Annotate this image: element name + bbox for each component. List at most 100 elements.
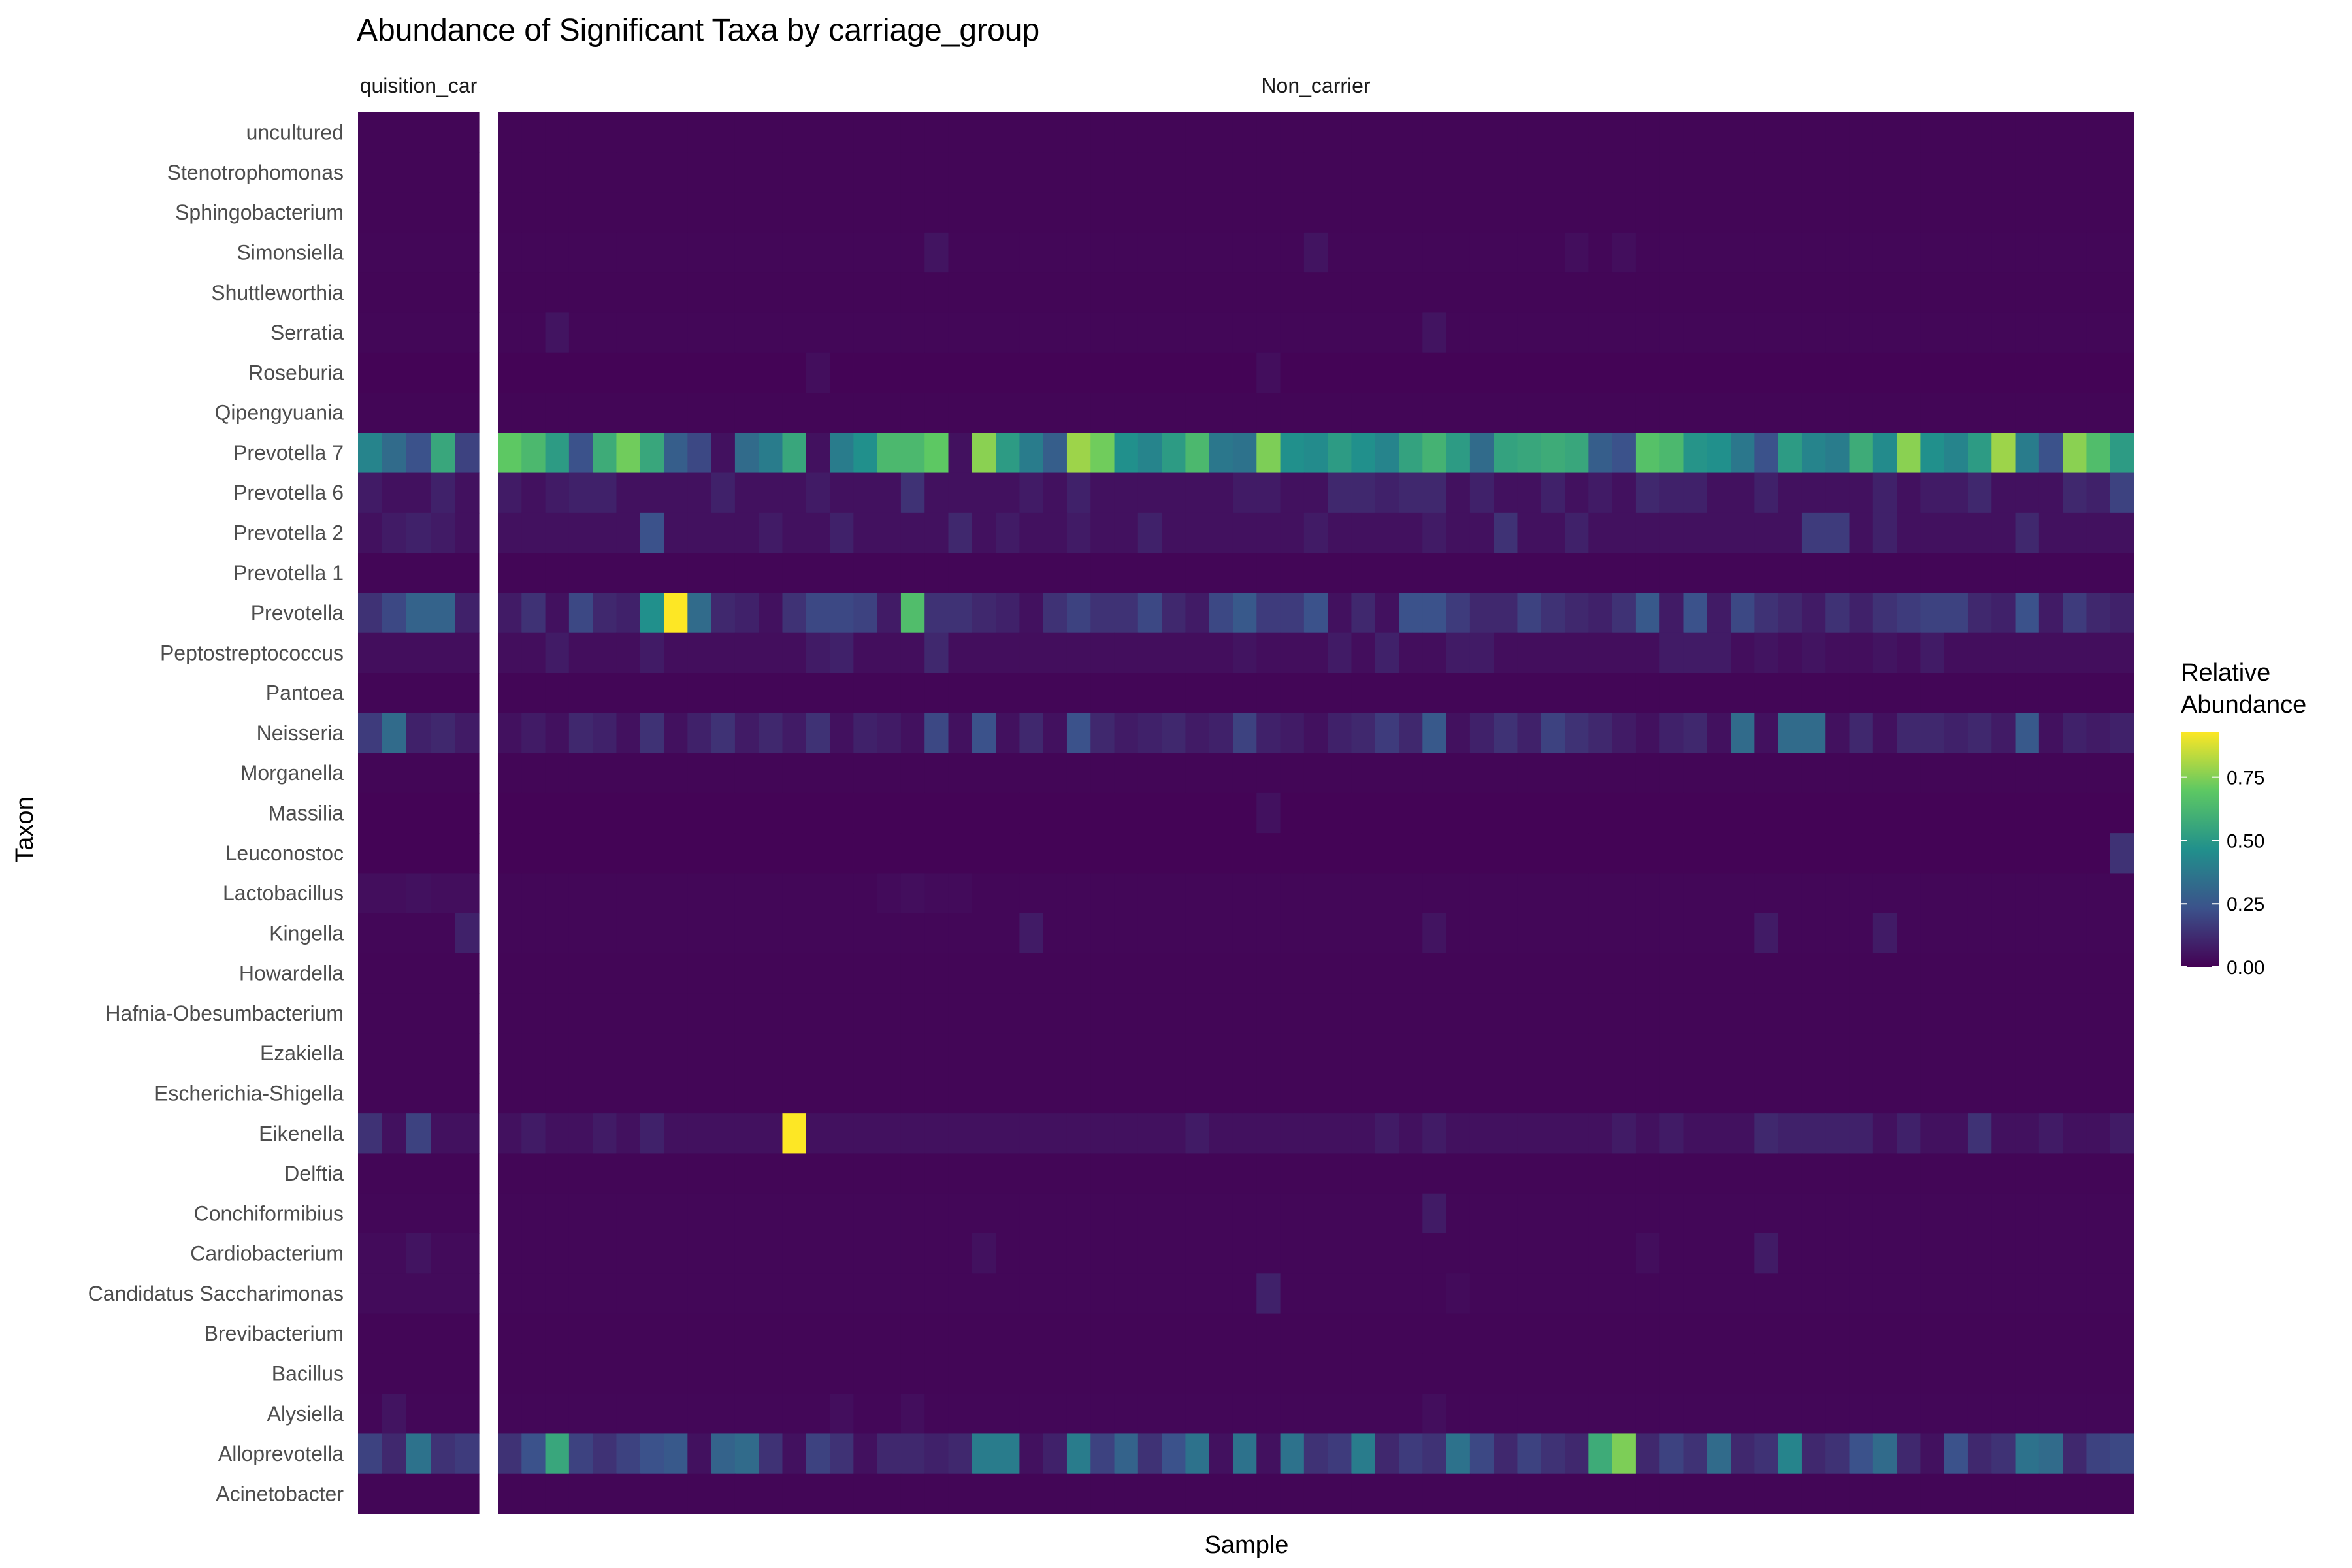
heatmap-cell xyxy=(687,232,712,273)
heatmap-cell xyxy=(877,713,902,754)
heatmap-cell xyxy=(1731,753,1755,794)
heatmap-cell xyxy=(1137,1233,1162,1274)
heatmap-cell xyxy=(1399,1473,1423,1514)
heatmap-cell xyxy=(593,833,617,874)
heatmap-cell xyxy=(1043,913,1068,954)
heatmap-cell xyxy=(1256,673,1281,713)
heatmap-cell xyxy=(996,1033,1020,1074)
heatmap-cell xyxy=(853,352,878,393)
heatmap-cell xyxy=(1019,152,1044,193)
heatmap-cell xyxy=(1849,1113,1874,1154)
heatmap-cell xyxy=(1944,632,1968,674)
heatmap-cell xyxy=(1754,152,1779,193)
heatmap-cell xyxy=(782,1353,807,1394)
heatmap-cell xyxy=(498,593,522,634)
heatmap-cell xyxy=(1754,192,1779,233)
heatmap-cell xyxy=(455,833,480,874)
heatmap-cell xyxy=(1303,913,1328,954)
heatmap-cell xyxy=(1328,593,1352,634)
heatmap-cell xyxy=(1114,472,1139,514)
heatmap-cell xyxy=(877,1073,902,1114)
heatmap-cell xyxy=(1399,352,1423,393)
heatmap-cell xyxy=(1185,1193,1210,1234)
heatmap-cell xyxy=(640,1313,664,1354)
heatmap-cell xyxy=(455,1473,480,1514)
heatmap-cell xyxy=(2063,312,2087,353)
heatmap-cell xyxy=(924,1073,949,1114)
heatmap-cell xyxy=(1162,1113,1186,1154)
heatmap-cell xyxy=(924,1193,949,1234)
heatmap-cell xyxy=(1517,792,1542,834)
heatmap-cell xyxy=(1256,272,1281,314)
heatmap-cell xyxy=(455,553,480,594)
heatmap-cell xyxy=(1825,433,1850,474)
heatmap-cell xyxy=(2038,1273,2063,1315)
heatmap-cell xyxy=(1328,1473,1352,1514)
heatmap-cell xyxy=(1375,1073,1399,1114)
heatmap-cell xyxy=(1897,433,1921,474)
heatmap-cell xyxy=(2110,1394,2134,1435)
heatmap-cell xyxy=(877,393,902,433)
heatmap-cell xyxy=(1232,792,1257,834)
heatmap-cell xyxy=(1612,993,1637,1034)
heatmap-cell xyxy=(568,553,593,594)
heatmap-cell xyxy=(782,272,807,314)
heatmap-cell xyxy=(900,953,925,994)
heatmap-cell xyxy=(900,232,925,273)
heatmap-cell xyxy=(687,673,712,713)
heatmap-cell xyxy=(1967,792,1992,834)
heatmap-cell xyxy=(687,152,712,193)
heatmap-cell xyxy=(924,312,949,353)
heatmap-cell xyxy=(545,472,570,514)
legend-tick-label: 0.25 xyxy=(2227,894,2264,915)
heatmap-cell xyxy=(1280,272,1305,314)
heatmap-cell xyxy=(2063,792,2087,834)
heatmap-cell xyxy=(1399,993,1423,1034)
heatmap-cell xyxy=(1256,792,1281,834)
heatmap-cell xyxy=(593,1394,617,1435)
heatmap-cell xyxy=(1422,873,1447,914)
heatmap-cell xyxy=(521,192,546,233)
heatmap-cell xyxy=(996,232,1020,273)
heatmap-cell xyxy=(806,553,830,594)
heatmap-cell xyxy=(1137,993,1162,1034)
heatmap-cell xyxy=(1541,192,1565,233)
heatmap-cell xyxy=(640,352,664,393)
heatmap-cell xyxy=(1185,232,1210,273)
heatmap-cell xyxy=(1517,553,1542,594)
heatmap-cell xyxy=(1066,232,1091,273)
heatmap-cell xyxy=(640,433,664,474)
heatmap-cell xyxy=(711,393,736,433)
heatmap-cell xyxy=(1446,632,1471,674)
heatmap-cell xyxy=(2015,713,2040,754)
heatmap-cell xyxy=(498,352,522,393)
heatmap-cell xyxy=(924,433,949,474)
heatmap-cell xyxy=(1991,713,2016,754)
heatmap-cell xyxy=(1967,553,1992,594)
heatmap-cell xyxy=(1114,192,1139,233)
heatmap-cell xyxy=(782,833,807,874)
heatmap-cell xyxy=(1494,1033,1518,1074)
heatmap-cell xyxy=(1872,1313,1897,1354)
heatmap-cell xyxy=(2038,1033,2063,1074)
heatmap-cell xyxy=(853,472,878,514)
heatmap-cell xyxy=(521,393,546,433)
heatmap-cell xyxy=(2086,393,2111,433)
heatmap-cell xyxy=(1043,953,1068,994)
heatmap-cell xyxy=(996,433,1020,474)
heatmap-cell xyxy=(358,753,383,794)
heatmap-cell xyxy=(2015,272,2040,314)
heatmap-cell xyxy=(664,913,688,954)
heatmap-cell xyxy=(431,433,455,474)
heatmap-cell xyxy=(1351,593,1376,634)
heatmap-cell xyxy=(1967,1433,1992,1475)
heatmap-cell xyxy=(972,1233,996,1274)
heatmap-cell xyxy=(1754,913,1779,954)
heatmap-cell xyxy=(431,312,455,353)
heatmap-cell xyxy=(406,873,431,914)
heatmap-cell xyxy=(1683,1473,1708,1514)
heatmap-cell xyxy=(782,152,807,193)
heatmap-cell xyxy=(358,433,383,474)
heatmap-cell xyxy=(1303,713,1328,754)
heatmap-cell xyxy=(1991,792,2016,834)
